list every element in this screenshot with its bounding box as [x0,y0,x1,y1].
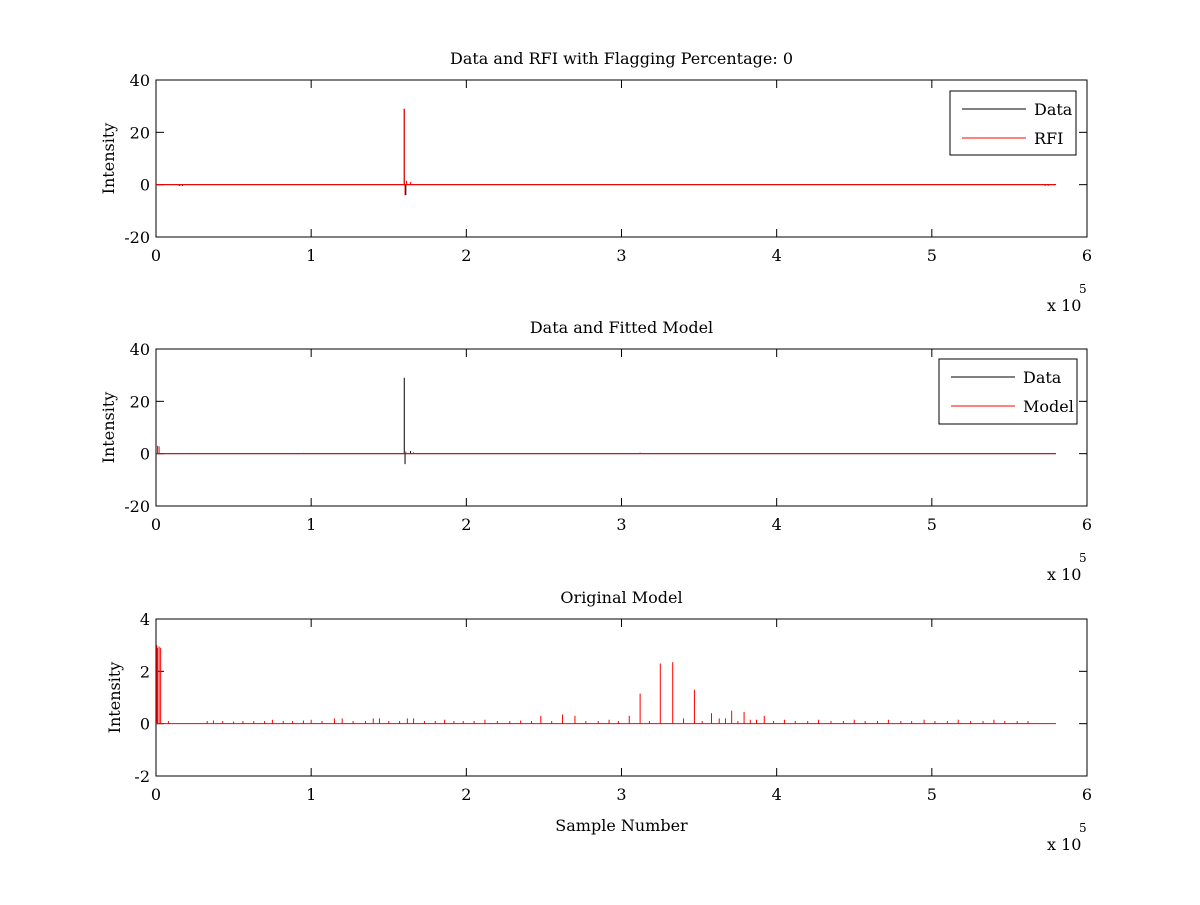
x-exponent-power: 5 [1079,551,1087,565]
x-exponent-power: 5 [1079,821,1087,835]
x-tick-label: 5 [927,515,937,534]
y-tick-label: 0 [140,445,150,464]
x-exponent-power: 5 [1079,282,1087,296]
legend: Data RFI [949,90,1077,156]
x-tick-label: 5 [927,785,937,804]
legend-label: Data [1034,100,1073,119]
y-axis-label: Intensity [99,392,118,464]
x-tick-label: 1 [306,246,316,265]
y-tick-label: 2 [140,662,150,681]
x-tick-label: 2 [461,785,471,804]
x-tick-label: 5 [927,246,937,265]
plot-area [156,645,1056,725]
y-tick-label: 0 [140,176,150,195]
legend-box [938,358,1078,425]
x-tick-label: 6 [1082,785,1092,804]
plot-area [156,377,1056,465]
y-tick-label: -20 [124,497,150,516]
x-tick-label: 0 [151,246,161,265]
x-exponent-base: x 10 [1047,835,1081,854]
subplot-title: Data and Fitted Model [530,318,713,337]
x-tick-label: 2 [461,246,471,265]
x-tick-label: 4 [772,515,782,534]
x-tick-label: 6 [1082,246,1092,265]
series-rfi-line [156,108,1056,196]
y-axis-label: Intensity [105,662,124,734]
axes-frame [155,618,1088,777]
x-tick-label: 4 [772,785,782,804]
subplot-title: Data and RFI with Flagging Percentage: 0 [450,49,793,68]
legend-box [949,90,1077,156]
x-tick-label: 2 [461,515,471,534]
y-tick-label: -20 [124,228,150,247]
series-model-line [156,645,1056,725]
plot-area [156,108,1056,196]
x-tick-label: 0 [151,785,161,804]
y-tick-label: 20 [130,392,150,411]
x-tick-label: 0 [151,515,161,534]
x-tick-label: 1 [306,785,316,804]
x-tick-label: 4 [772,246,782,265]
legend-label: Model [1023,397,1074,416]
axes-frame [155,79,1088,238]
x-axis-label: Sample Number [555,816,688,835]
y-tick-label: 40 [130,340,150,359]
subplot-title: Original Model [560,588,682,607]
legend: Data Model [938,358,1078,425]
y-tick-label: 40 [130,71,150,90]
x-tick-label: 3 [616,785,626,804]
x-tick-label: 3 [616,246,626,265]
x-exponent-base: x 10 [1047,296,1081,315]
y-tick-label: 20 [130,123,150,142]
x-exponent-base: x 10 [1047,565,1081,584]
x-tick-label: 1 [306,515,316,534]
y-axis-label: Intensity [99,123,118,195]
y-tick-label: -2 [134,767,150,786]
y-tick-label: 4 [140,610,150,629]
x-tick-label: 6 [1082,515,1092,534]
legend-label: RFI [1034,129,1063,148]
legend-label: Data [1023,368,1062,387]
series-model-line [156,445,1056,455]
y-tick-label: 0 [140,715,150,734]
axes-frame [155,348,1088,507]
x-tick-label: 3 [616,515,626,534]
